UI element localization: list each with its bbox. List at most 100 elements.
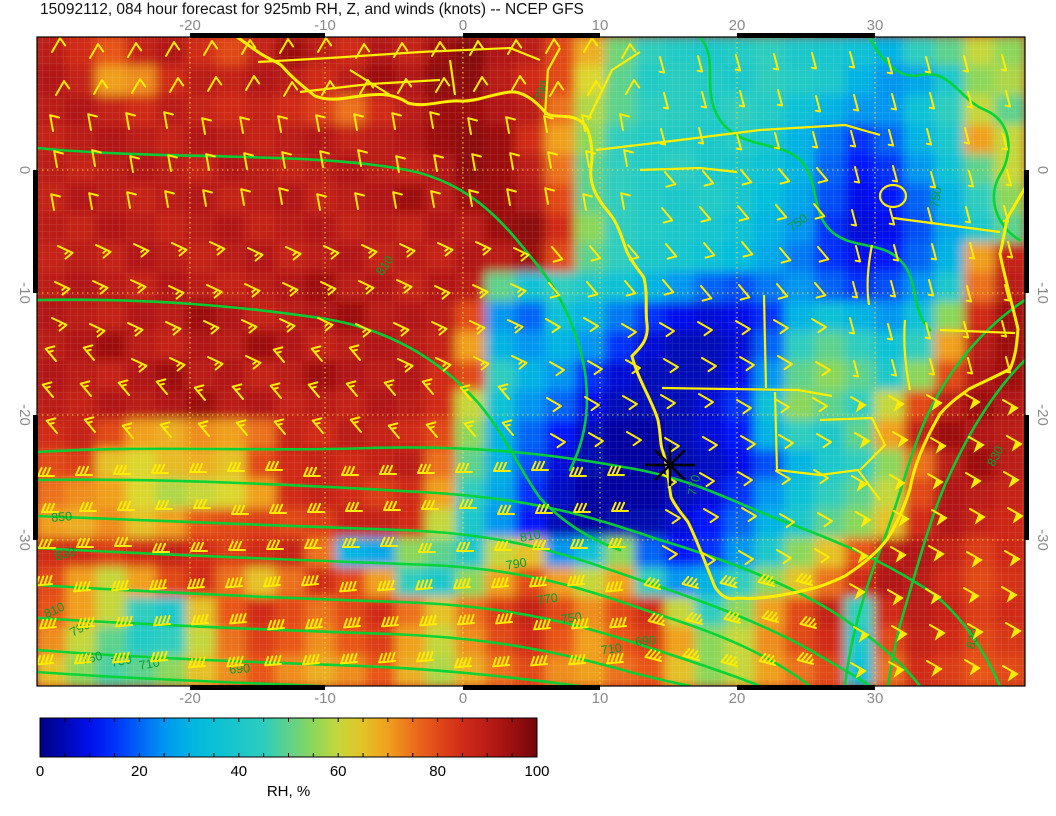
tick-band (1024, 170, 1029, 293)
wind-barb (39, 617, 57, 630)
wind-barb (397, 78, 413, 94)
wind-barb (775, 204, 788, 221)
wind-barb (244, 283, 261, 298)
wind-barb (776, 283, 789, 300)
wind-barb (241, 39, 257, 55)
wind-barb (891, 165, 899, 183)
wind-barb (507, 39, 523, 55)
wind-barb (776, 549, 792, 565)
wind-barb (131, 358, 148, 373)
wind-barb (228, 540, 246, 551)
wind-barb (659, 322, 675, 338)
wind-barb (737, 205, 750, 222)
wind-barb (82, 344, 95, 361)
wind-barb (777, 355, 793, 371)
wind-barb (265, 460, 283, 471)
wind-barb (963, 127, 971, 145)
wind-barb (50, 193, 61, 211)
wind-barb (587, 360, 603, 376)
wind-barb (887, 129, 895, 147)
wind-barb (549, 81, 565, 97)
wind-barb (497, 383, 510, 400)
wind-barb (397, 358, 414, 373)
wind-barb (1005, 169, 1013, 187)
wind-barb (583, 317, 599, 333)
colorbar-tick-label: 100 (524, 763, 549, 780)
wind-barb (95, 244, 112, 259)
wind-barb (431, 321, 448, 336)
wind-barb (643, 576, 661, 590)
wind-barb (469, 320, 486, 335)
lon-tick-label-bottom: -10 (314, 690, 336, 707)
wind-barb (355, 323, 372, 338)
wind-barb (738, 284, 751, 301)
height-contour (37, 478, 922, 686)
asterisk-marker-line (654, 449, 686, 481)
wind-barb (513, 247, 530, 262)
wind-barb (662, 545, 678, 561)
wind-barb (886, 323, 894, 341)
wind-barb (53, 150, 64, 168)
wind-barb (535, 503, 553, 514)
country-border (762, 294, 768, 389)
wind-barb (88, 192, 99, 210)
wind-barb (91, 149, 102, 167)
wind-barb (698, 393, 714, 409)
wind-barb (740, 169, 753, 186)
height-contour (886, 358, 1025, 686)
country-border (819, 416, 887, 471)
wind-barb (888, 661, 905, 678)
wind-barb (392, 191, 403, 209)
wind-barb (507, 319, 524, 334)
lon-tick-label-bottom: -20 (179, 690, 201, 707)
wind-barb (697, 127, 705, 145)
wind-barb (272, 346, 285, 363)
wind-barb (550, 433, 566, 449)
wind-barb (853, 166, 861, 184)
wind-barb (852, 360, 860, 378)
wind-barb (852, 547, 869, 564)
wind-barb (814, 282, 827, 299)
wind-barb (774, 398, 790, 414)
wind-barb (269, 503, 287, 514)
wind-barb (813, 203, 826, 220)
wind-barb (815, 361, 831, 377)
wind-barb (659, 128, 667, 146)
wind-barb (927, 473, 944, 490)
country-border (892, 216, 1001, 234)
lat-tick-label-left: -20 (16, 404, 33, 426)
wind-barb (569, 466, 587, 477)
wind-barb (1003, 284, 1011, 302)
wind-barb (285, 246, 302, 261)
wind-barb (129, 155, 140, 173)
wind-barb (113, 464, 131, 475)
wind-barb (171, 242, 188, 257)
wind-barb (739, 356, 755, 372)
wind-barb (76, 537, 94, 548)
wind-barb (201, 117, 212, 135)
wind-barb (1006, 435, 1023, 452)
wind-barb (310, 345, 323, 362)
wind-barb (530, 654, 548, 667)
lon-tick-label-top: 20 (729, 17, 746, 34)
wind-barb (165, 321, 182, 336)
wind-barb (647, 612, 665, 626)
wind-barb (459, 384, 472, 401)
contour-label: 710 (600, 641, 623, 658)
wind-barb (45, 417, 58, 434)
wind-barb (130, 279, 147, 294)
wind-barb (456, 541, 474, 552)
wind-barb (589, 245, 602, 262)
wind-barb (738, 90, 746, 108)
wind-barb (1004, 90, 1012, 108)
lat-tick-label-right: -30 (1034, 529, 1051, 551)
wind-barb (359, 79, 375, 95)
wind-barb (354, 192, 365, 210)
wind-barb (349, 416, 362, 433)
wind-barb (117, 500, 135, 511)
wind-barb (734, 54, 742, 72)
wind-barb (302, 653, 320, 666)
wind-barb (267, 618, 285, 631)
wind-barb (193, 384, 206, 401)
wind-barb (778, 168, 791, 185)
